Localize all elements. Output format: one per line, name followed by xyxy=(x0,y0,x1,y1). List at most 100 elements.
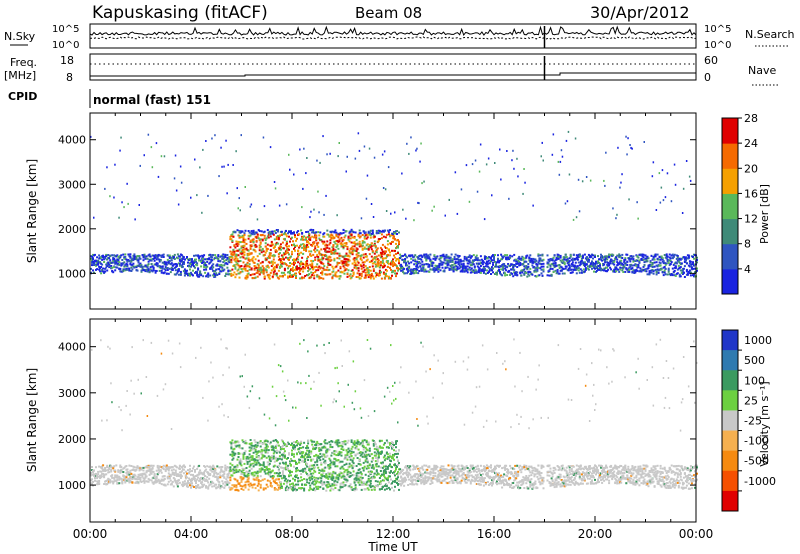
power-scatter-cell xyxy=(275,241,278,244)
power-scatter-cell xyxy=(571,271,574,274)
power-scatter-cell xyxy=(221,165,223,168)
power-scatter-cell xyxy=(261,261,264,264)
power-scatter-cell xyxy=(275,272,278,275)
power-scatter-cell xyxy=(315,238,318,241)
power-scatter-cell xyxy=(569,271,572,274)
power-scatter-cell xyxy=(468,260,471,263)
velocity-scatter-cell xyxy=(138,469,141,472)
power-scatter-cell xyxy=(116,254,119,257)
power-scatter-cell xyxy=(372,262,375,265)
power-scatter-cell xyxy=(277,238,280,241)
velocity-scatter-cell xyxy=(247,480,250,483)
power-scatter-cell xyxy=(656,253,659,256)
power-scatter-cell xyxy=(628,269,631,271)
power-scatter-cell xyxy=(498,268,500,271)
power-scatter-cell xyxy=(386,260,389,262)
velocity-scatter-cell xyxy=(254,448,257,451)
power-scatter-cell xyxy=(444,214,446,217)
power-scatter-cell xyxy=(266,229,269,231)
velocity-scatter-cell xyxy=(126,479,129,482)
velocity-scatter-cell xyxy=(100,476,103,479)
power-scatter-cell xyxy=(385,210,388,212)
power-scatter-cell xyxy=(317,269,320,272)
power-scatter-cell xyxy=(474,269,477,272)
beam-title: Beam 08 xyxy=(355,4,422,22)
velocity-scatter-cell xyxy=(238,469,241,471)
power-scatter-cell xyxy=(633,264,636,267)
power-scatter-cell xyxy=(259,241,262,244)
power-scatter-cell xyxy=(337,240,340,243)
power-scatter-cell xyxy=(345,268,348,271)
velocity-scatter-cell xyxy=(212,468,215,470)
power-scatter-cell xyxy=(250,268,253,271)
power-scatter-cell xyxy=(242,238,245,240)
power-scatter-cell xyxy=(481,260,484,262)
power-scatter-cell xyxy=(147,263,150,266)
power-scatter-cell xyxy=(383,150,386,153)
power-scatter-cell xyxy=(341,261,344,264)
power-scatter-cell xyxy=(140,264,143,267)
power-scatter-cell xyxy=(291,236,293,239)
power-scatter-cell xyxy=(670,254,673,257)
power-scatter-cell xyxy=(267,276,270,279)
power-scatter-cell xyxy=(628,257,631,260)
power-scatter-cell xyxy=(366,174,369,177)
velocity-scatter-cell xyxy=(238,452,241,455)
power-scatter-cell xyxy=(528,274,531,277)
power-scatter-cell xyxy=(361,241,364,244)
velocity-scatter-cell xyxy=(93,469,95,472)
power-scatter-cell xyxy=(443,269,446,272)
power-scatter-cell xyxy=(264,239,267,242)
power-colorbar-label-tick: 16 xyxy=(744,187,758,200)
power-scatter-cell xyxy=(298,252,301,255)
nsky-label: N.Sky xyxy=(4,30,36,43)
power-scatter-cell xyxy=(125,258,128,261)
power-scatter-cell xyxy=(315,265,318,268)
power-scatter-cell xyxy=(368,147,371,150)
power-scatter-cell xyxy=(531,259,534,262)
power-scatter-cell xyxy=(431,264,434,267)
power-scatter-cell xyxy=(317,241,320,244)
power-scatter-cell xyxy=(365,255,368,258)
power-scatter-cell xyxy=(487,259,490,262)
power-scatter-cell xyxy=(243,233,246,236)
power-scatter-cell xyxy=(479,255,482,258)
velocity-scatter-cell xyxy=(233,469,236,472)
velocity-scatter-cell xyxy=(142,466,145,469)
power-scatter-cell xyxy=(575,267,578,270)
power-scatter-cell xyxy=(577,267,580,270)
power-scatter-cell xyxy=(411,268,414,271)
power-scatter-cell xyxy=(370,242,373,245)
power-scatter-cell xyxy=(663,271,666,274)
power-scatter-cell xyxy=(316,253,319,256)
velocity-scatter-cell xyxy=(134,478,137,481)
power-scatter-cell xyxy=(284,244,287,247)
power-scatter-cell xyxy=(468,200,471,203)
velocity-scatter-cell xyxy=(171,466,174,469)
power-scatter-cell xyxy=(299,277,302,280)
power-scatter-cell xyxy=(593,266,595,269)
power-scatter-cell xyxy=(668,253,671,256)
velocity-scatter-cell xyxy=(251,457,254,460)
power-scatter-cell xyxy=(406,272,409,275)
power-scatter-cell xyxy=(114,261,117,263)
power-scatter-cell xyxy=(95,259,97,262)
power-scatter-cell xyxy=(217,260,220,263)
power-scatter-cell xyxy=(478,259,481,262)
power-scatter-cell xyxy=(334,272,337,275)
power-scatter-cell xyxy=(198,257,201,260)
power-scatter-cell xyxy=(253,249,256,252)
power-scatter-cell xyxy=(604,261,607,264)
power-scatter-cell xyxy=(246,276,249,279)
velocity-scatter-cell xyxy=(92,471,94,474)
velocity-scatter-cell xyxy=(210,361,212,364)
power-scatter-cell xyxy=(298,233,301,236)
power-scatter-cell xyxy=(209,253,212,256)
power-scatter-cell xyxy=(214,134,216,137)
power-scatter-cell xyxy=(243,244,246,247)
velocity-scatter-cell xyxy=(167,480,170,483)
power-scatter-cell xyxy=(211,137,213,140)
velocity-scatter-cell xyxy=(223,414,225,417)
velocity-scatter-cell xyxy=(156,464,159,467)
